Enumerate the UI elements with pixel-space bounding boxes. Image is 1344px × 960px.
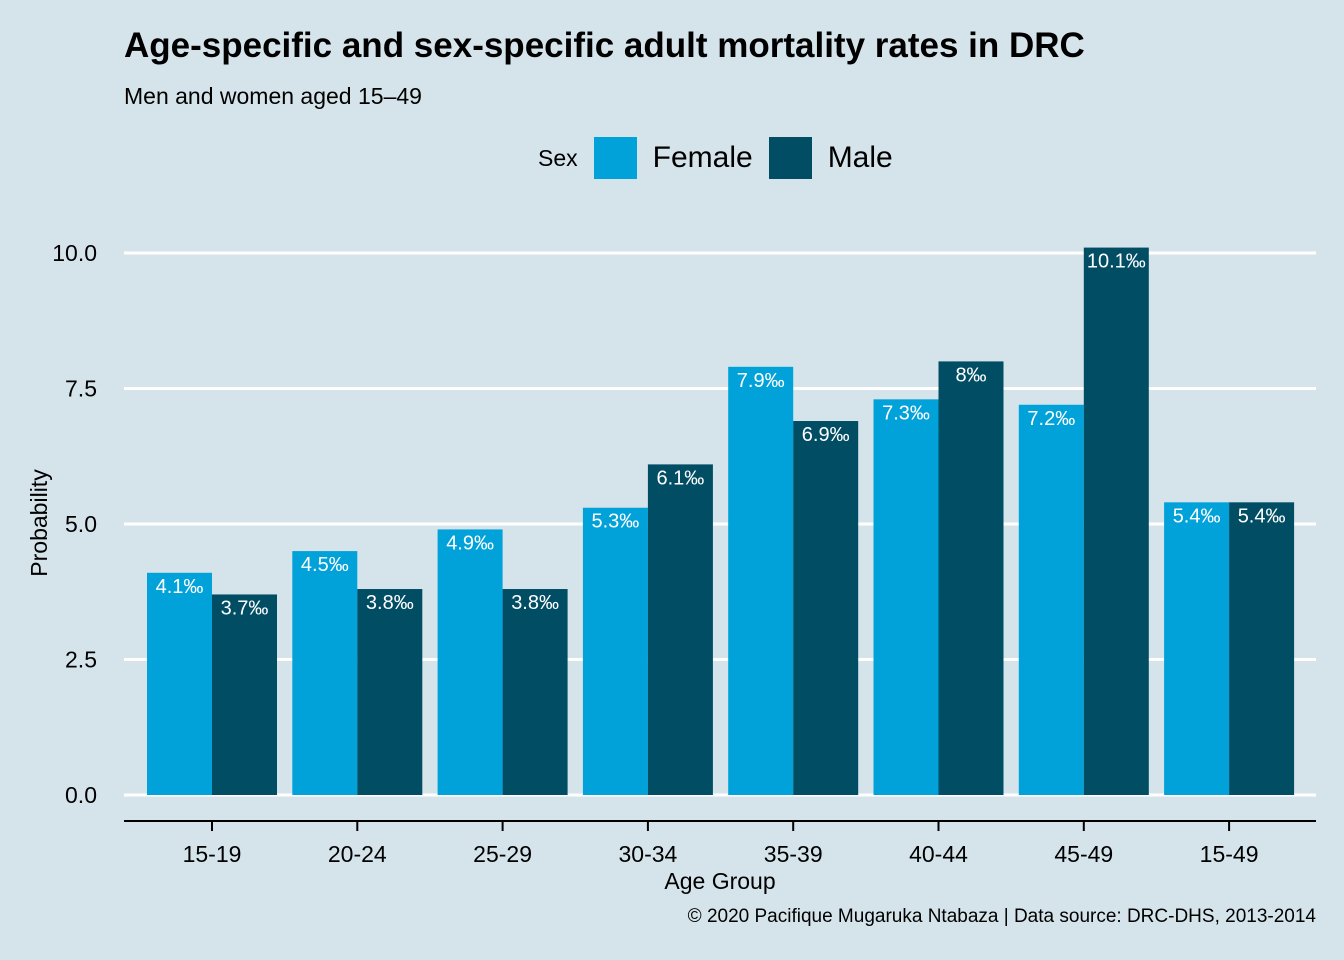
data-label: 10.1‰ (1087, 251, 1146, 273)
bar-female (292, 551, 358, 795)
legend-label-female: Female (652, 141, 753, 174)
y-tick-label: 10.0 (52, 240, 97, 266)
bar-female (728, 366, 794, 795)
data-label: 5.4‰ (1173, 505, 1221, 527)
bar-male (938, 361, 1004, 795)
bar-female (582, 507, 648, 795)
legend: Sex Female Male (538, 137, 909, 179)
bar-male (357, 589, 423, 795)
bar-male (212, 594, 277, 795)
x-tick-label: 15-49 (1200, 841, 1259, 867)
chart-caption: © 2020 Pacifique Mugaruka Ntabaza | Data… (687, 906, 1316, 927)
x-tick-label: 40-44 (909, 841, 968, 867)
data-label: 4.9‰ (446, 532, 494, 554)
bar-female (147, 572, 212, 795)
chart-title: Age-specific and sex-specific adult mort… (124, 26, 1085, 65)
data-label: 5.4‰ (1238, 505, 1286, 527)
data-label: 6.1‰ (656, 467, 704, 489)
data-label: 7.9‰ (737, 370, 785, 392)
legend-key-male (768, 137, 812, 179)
data-label: 3.8‰ (366, 592, 414, 614)
x-tick-label: 45-49 (1054, 841, 1113, 867)
y-axis-title: Probability (26, 469, 52, 577)
bar-female (1164, 502, 1230, 795)
y-tick-label: 5.0 (65, 511, 97, 537)
bar-male (793, 421, 859, 795)
legend-key-female (593, 137, 637, 179)
bar-male (1229, 502, 1295, 795)
bar-female (1018, 404, 1084, 795)
y-tick-label: 2.5 (65, 647, 97, 673)
y-tick-label: 0.0 (65, 782, 97, 808)
data-label: 5.3‰ (591, 511, 639, 533)
x-axis-title: Age Group (664, 868, 775, 894)
data-label: 8‰ (955, 364, 986, 386)
bar-male (502, 589, 568, 795)
data-label: 3.7‰ (221, 597, 269, 619)
x-tick-label: 20-24 (328, 841, 387, 867)
data-label: 6.9‰ (802, 424, 850, 446)
bar-female (873, 399, 939, 795)
x-tick-label: 25-29 (473, 841, 532, 867)
data-label: 7.2‰ (1027, 408, 1075, 430)
legend-label-male: Male (827, 141, 893, 174)
bar-female (437, 529, 503, 795)
data-label: 4.1‰ (156, 576, 204, 598)
data-label: 4.5‰ (301, 554, 349, 576)
y-tick-label: 7.5 (65, 376, 97, 402)
legend-title: Sex (538, 144, 578, 171)
x-tick-label: 15-19 (183, 841, 242, 867)
bar-male (647, 464, 713, 795)
chart-subtitle: Men and women aged 15–49 (124, 83, 422, 109)
data-label: 7.3‰ (882, 402, 930, 424)
x-tick-label: 30-34 (618, 841, 677, 867)
data-label: 3.8‰ (511, 592, 559, 614)
bar-male (1083, 247, 1149, 795)
x-tick-label: 35-39 (764, 841, 823, 867)
